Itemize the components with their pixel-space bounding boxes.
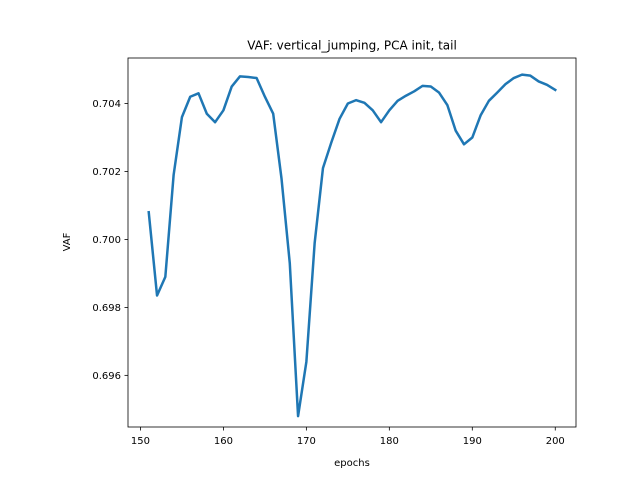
x-tick-label: 180 [380, 436, 399, 447]
data-point [388, 109, 391, 112]
data-point [230, 85, 233, 88]
data-point [197, 92, 200, 95]
x-axis: 150 160 170 180 190 200 [131, 427, 565, 447]
data-point [264, 95, 266, 98]
data-point [280, 177, 283, 180]
data-point [288, 262, 291, 265]
data-point [363, 102, 366, 104]
y-axis-label: VAF [62, 232, 73, 251]
y-tick-label: 0.700 [92, 235, 121, 246]
data-point [297, 415, 299, 417]
data-point [479, 114, 482, 117]
data-point [247, 76, 250, 78]
data-point [347, 102, 349, 105]
y-tick-label: 0.704 [92, 99, 121, 110]
data-point [189, 95, 192, 98]
data-point [172, 174, 175, 176]
data-point [239, 75, 241, 78]
data-point [512, 77, 515, 79]
data-point [322, 167, 324, 169]
axes-frame [127, 57, 577, 428]
data-point [554, 89, 557, 91]
data-point [206, 112, 208, 115]
data-point [338, 118, 341, 120]
data-point [471, 136, 474, 139]
data-point [488, 100, 490, 102]
data-point [454, 129, 457, 132]
data-point [529, 74, 532, 77]
data-point [446, 104, 449, 107]
series-points [147, 73, 557, 417]
data-point [396, 100, 399, 102]
data-point [421, 85, 424, 87]
data-point [413, 90, 416, 93]
series-line [147, 73, 557, 418]
data-point [496, 91, 498, 94]
data-point [164, 276, 167, 278]
y-tick-label: 0.698 [92, 303, 121, 314]
data-point [214, 121, 216, 124]
data-point [521, 73, 523, 76]
data-point [546, 84, 548, 86]
data-point [147, 211, 150, 214]
data-point [305, 360, 308, 363]
data-point [371, 109, 374, 112]
data-point [181, 116, 183, 118]
data-point [405, 94, 407, 97]
x-tick-label: 170 [297, 436, 316, 447]
data-point [313, 242, 316, 244]
data-point [438, 91, 440, 94]
data-point [463, 143, 465, 146]
data-point [430, 85, 432, 88]
data-point [537, 80, 540, 83]
data-point [272, 112, 274, 115]
data-point [222, 109, 225, 112]
data-point [156, 294, 158, 297]
x-tick-label: 150 [131, 436, 150, 447]
data-point [255, 77, 258, 79]
data-point [355, 99, 357, 101]
chart-title: VAF: vertical_jumping, PCA init, tail [247, 39, 457, 53]
data-point [330, 141, 333, 144]
plot-area [147, 73, 557, 418]
data-point [504, 83, 507, 85]
x-tick-label: 160 [214, 436, 233, 447]
y-tick-label: 0.696 [92, 371, 121, 382]
data-point [380, 121, 382, 124]
y-tick-label: 0.702 [92, 167, 121, 178]
y-axis: 0.696 0.698 0.700 0.702 0.704 [92, 99, 128, 382]
x-axis-label: epochs [334, 458, 370, 469]
x-tick-label: 190 [463, 436, 482, 447]
x-tick-label: 200 [546, 436, 565, 447]
